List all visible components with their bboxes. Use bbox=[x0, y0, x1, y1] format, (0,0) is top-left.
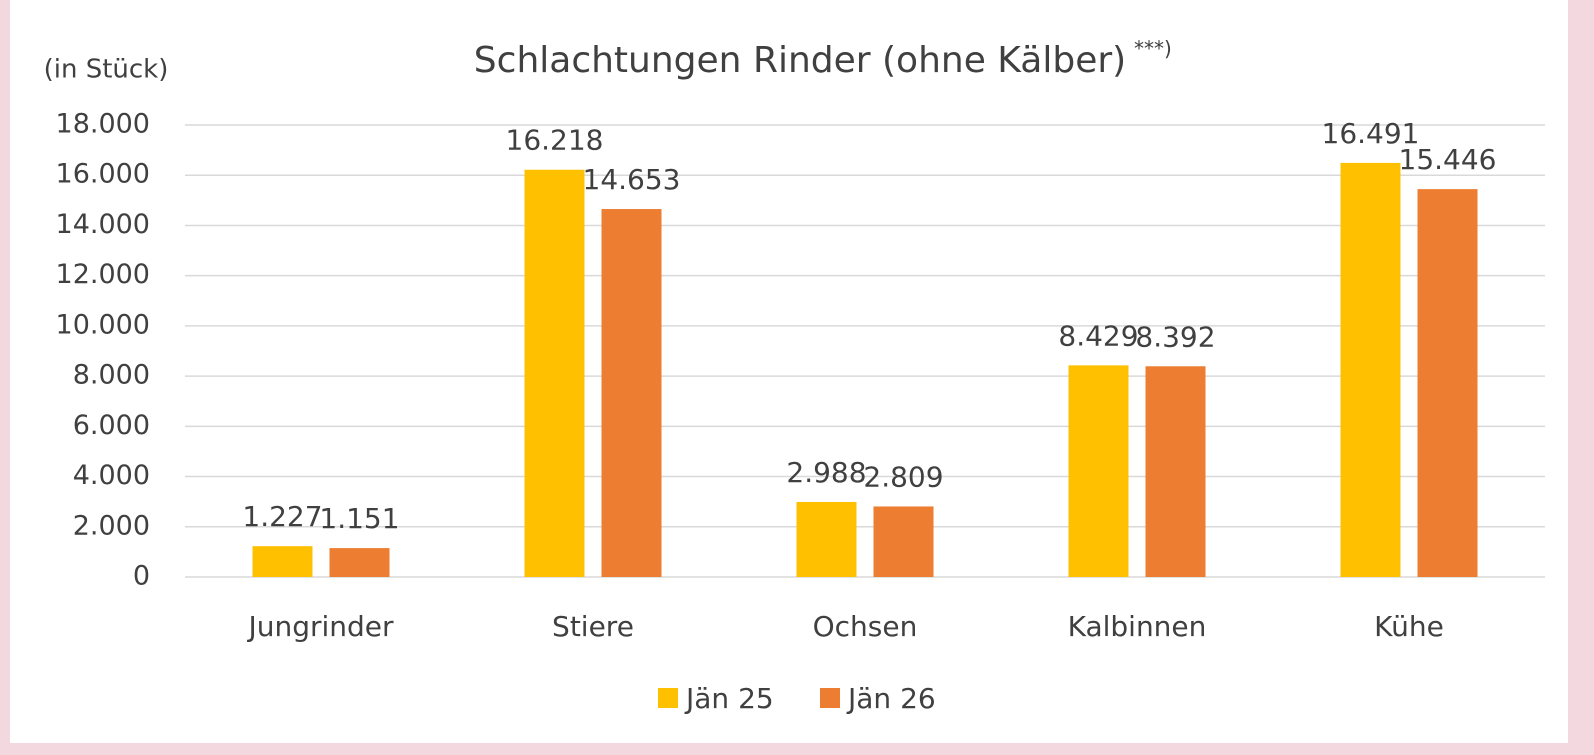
data-label: 16.491 bbox=[1322, 117, 1420, 150]
legend-label: Jän 25 bbox=[684, 682, 774, 715]
y-tick-label: 16.000 bbox=[56, 159, 150, 190]
bar bbox=[524, 169, 585, 578]
title-note: ***) bbox=[1134, 37, 1172, 61]
data-label: 15.446 bbox=[1399, 143, 1497, 176]
y-tick-label: 18.000 bbox=[56, 109, 150, 140]
legend-swatch bbox=[820, 688, 840, 708]
y-tick-label: 4.000 bbox=[73, 460, 150, 491]
bar bbox=[1417, 189, 1478, 577]
x-tick-label: Kalbinnen bbox=[1068, 610, 1207, 643]
x-tick-label: Kühe bbox=[1374, 610, 1444, 643]
x-tick-label: Jungrinder bbox=[246, 610, 394, 643]
data-label: 8.429 bbox=[1058, 319, 1138, 352]
data-label: 16.218 bbox=[506, 124, 604, 157]
bar bbox=[1145, 366, 1206, 577]
y-tick-label: 0 bbox=[133, 561, 150, 592]
bar bbox=[1068, 365, 1129, 577]
bar bbox=[1340, 162, 1401, 577]
y-tick-label: 6.000 bbox=[73, 410, 150, 441]
bar bbox=[796, 501, 857, 577]
x-tick-label: Ochsen bbox=[813, 610, 918, 643]
y-tick-label: 8.000 bbox=[73, 360, 150, 391]
bar bbox=[329, 548, 390, 577]
chart-area bbox=[10, 0, 1568, 743]
y-tick-label: 2.000 bbox=[73, 510, 150, 541]
y-tick-label: 10.000 bbox=[56, 309, 150, 340]
data-label: 2.809 bbox=[863, 460, 943, 493]
bar bbox=[873, 506, 934, 577]
data-label: 2.988 bbox=[786, 456, 866, 489]
y-tick-label: 14.000 bbox=[56, 209, 150, 240]
data-label: 8.392 bbox=[1135, 320, 1215, 353]
y-tick-label: 12.000 bbox=[56, 259, 150, 290]
bar bbox=[252, 546, 313, 577]
chart-title: Schlachtungen Rinder (ohne Kälber) bbox=[474, 40, 1126, 81]
bar bbox=[601, 209, 662, 578]
data-label: 14.653 bbox=[583, 163, 681, 196]
legend-label: Jän 26 bbox=[846, 682, 936, 715]
x-tick-label: Stiere bbox=[552, 610, 634, 643]
data-label: 1.227 bbox=[242, 500, 322, 533]
legend-swatch bbox=[658, 688, 678, 708]
y-axis-label: (in Stück) bbox=[44, 55, 169, 85]
data-label: 1.151 bbox=[319, 502, 399, 535]
